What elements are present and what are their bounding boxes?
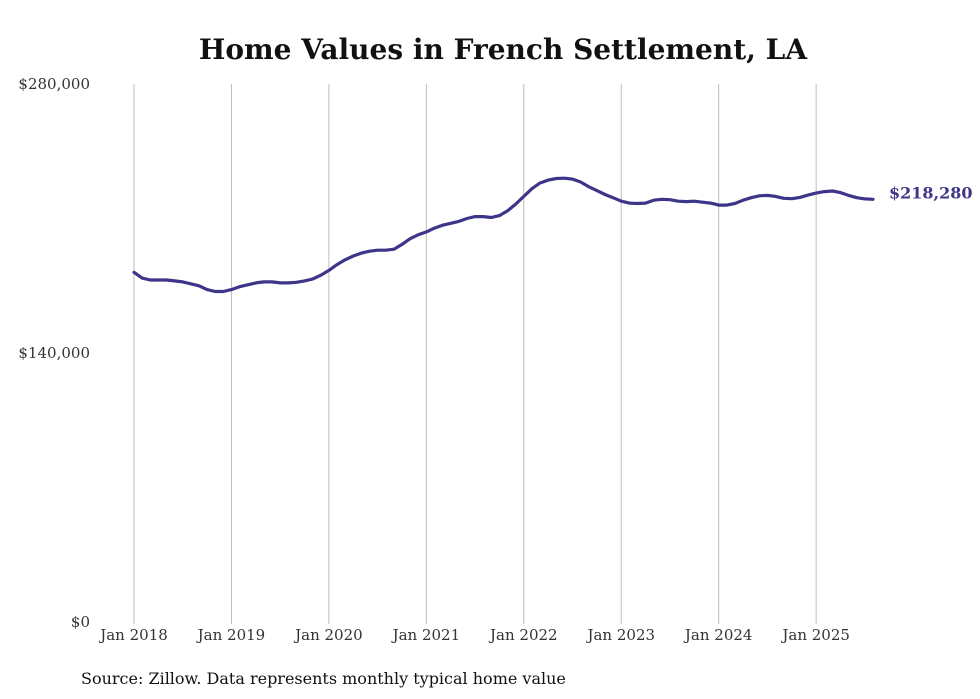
- gridlines: [133, 84, 817, 624]
- x-tick-label: Jan 2020: [293, 626, 363, 644]
- home-value-line: [132, 176, 875, 294]
- y-tick-label: $280,000: [18, 75, 90, 93]
- y-tick-label: $0: [71, 613, 90, 631]
- x-axis-ticks: Jan 2018 Jan 2019 Jan 2020 Jan 2021 Jan 2022…: [98, 626, 850, 644]
- source-note: Source: Zillow. Data represents monthly …: [81, 669, 566, 688]
- y-axis-ticks: $0 $140,000 $280,000: [18, 75, 90, 631]
- x-tick-label: Jan 2018: [98, 626, 168, 644]
- x-tick-label: Jan 2024: [683, 626, 753, 644]
- x-tick-label: Jan 2022: [488, 626, 558, 644]
- chart-title: Home Values in French Settlement, LA: [199, 33, 808, 66]
- y-tick-label: $140,000: [18, 344, 90, 362]
- x-tick-label: Jan 2025: [780, 626, 850, 644]
- latest-value-label: $218,280: [889, 183, 973, 202]
- x-tick-label: Jan 2021: [391, 626, 461, 644]
- x-tick-label: Jan 2023: [585, 626, 655, 644]
- x-tick-label: Jan 2019: [196, 626, 266, 644]
